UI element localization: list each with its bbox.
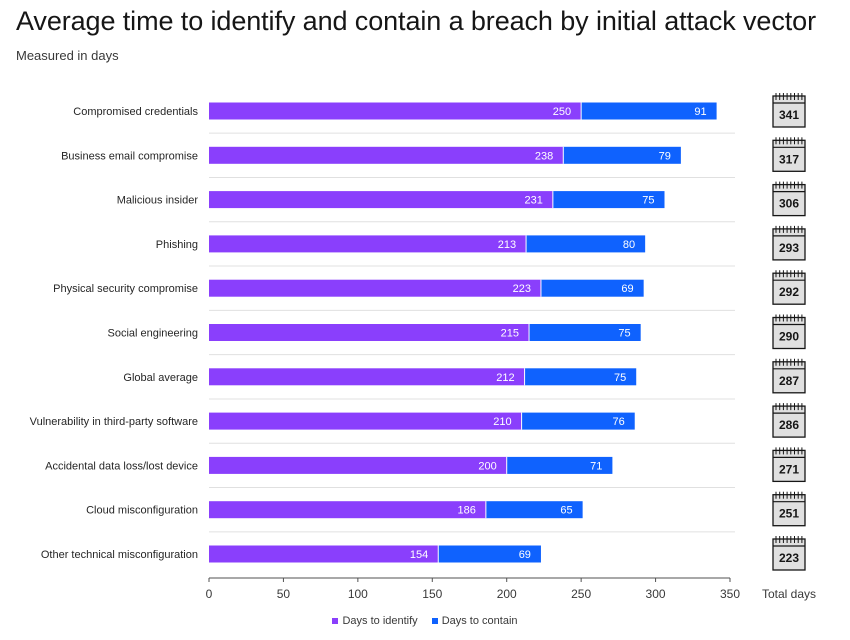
bar-identify (209, 191, 553, 209)
stacked-bar-chart: Compromised credentials 250 91 341 Business … (30, 93, 816, 601)
data-label-identify: 215 (501, 328, 519, 340)
total-value: 341 (779, 108, 799, 122)
total-value: 286 (779, 418, 799, 432)
calendar-icon (772, 491, 806, 527)
x-tick-label: 150 (422, 587, 442, 601)
bar-identify (209, 102, 582, 120)
data-label-contain: 75 (618, 328, 630, 340)
data-label-contain: 76 (612, 416, 624, 428)
totals-column-label: Total days (762, 587, 816, 601)
category-label: Compromised credentials (73, 106, 198, 118)
total-value: 292 (779, 285, 799, 299)
total-value: 293 (779, 241, 799, 255)
calendar-icon (772, 447, 806, 483)
bar-contain (485, 501, 583, 519)
bar-identify (209, 412, 522, 430)
category-label: Accidental data loss/lost device (45, 460, 198, 472)
total-value: 271 (779, 462, 799, 476)
total-value: 306 (779, 197, 799, 211)
data-label-identify: 212 (496, 372, 514, 384)
bar-contain (540, 279, 644, 297)
bar-identify (209, 324, 530, 341)
data-label-contain: 80 (623, 239, 635, 251)
category-label: Social engineering (107, 328, 198, 340)
data-label-contain: 91 (694, 106, 706, 118)
chart-legend: Days to identify Days to contain (0, 615, 850, 627)
x-tick-label: 0 (206, 587, 213, 601)
total-value: 290 (779, 330, 799, 344)
calendar-icon (772, 314, 806, 350)
data-label-contain: 71 (590, 460, 602, 472)
data-label-contain: 79 (659, 150, 671, 162)
legend-swatch-identify (332, 618, 339, 624)
bar-contain (506, 456, 613, 474)
category-label: Phishing (156, 239, 198, 251)
bar-identify (209, 456, 507, 474)
bar-identify (209, 545, 439, 563)
data-label-contain: 69 (621, 283, 633, 295)
bar-contain (552, 191, 665, 209)
data-label-identify: 231 (525, 195, 543, 207)
category-label: Other technical misconfiguration (41, 549, 198, 561)
data-label-contain: 75 (614, 372, 626, 384)
calendar-icon (772, 358, 806, 394)
bar-identify (209, 368, 525, 386)
data-label-contain: 65 (560, 505, 572, 517)
total-value: 317 (779, 152, 799, 166)
chart-title: Average time to identify and contain a b… (16, 6, 816, 36)
data-label-identify: 200 (478, 460, 496, 472)
data-label-identify: 213 (498, 239, 516, 251)
bar-contain (438, 545, 541, 563)
legend-item-contain: Days to contain (431, 615, 518, 627)
legend-item-identify: Days to identify (332, 615, 418, 627)
calendar-icon (772, 93, 806, 128)
bar-contain (581, 102, 717, 120)
bar-contain (526, 235, 646, 253)
category-label: Global average (123, 372, 198, 384)
chart-subtitle: Measured in days (16, 48, 119, 63)
bar-contain (521, 412, 635, 430)
bar-identify (209, 146, 564, 164)
bar-identify (209, 501, 486, 519)
calendar-icon (772, 536, 806, 571)
bar-identify (209, 235, 527, 253)
data-label-identify: 154 (410, 549, 428, 561)
data-label-identify: 210 (493, 416, 511, 428)
category-label: Vulnerability in third-party software (30, 416, 198, 428)
bar-identify (209, 279, 541, 297)
bar-contain (563, 146, 681, 164)
calendar-icon (772, 270, 806, 305)
data-label-contain: 75 (642, 195, 654, 207)
category-label: Physical security compromise (53, 283, 198, 295)
bar-contain (524, 368, 637, 386)
data-label-identify: 223 (513, 283, 531, 295)
bar-contain (529, 324, 641, 341)
total-value: 287 (779, 374, 799, 388)
x-tick-label: 250 (571, 587, 591, 601)
calendar-icon (772, 181, 806, 217)
data-label-identify: 250 (553, 106, 571, 118)
x-tick-label: 350 (720, 587, 740, 601)
category-label: Cloud misconfiguration (86, 505, 198, 517)
category-label: Malicious insider (117, 195, 199, 207)
calendar-icon (772, 137, 806, 172)
data-label-identify: 238 (535, 150, 553, 162)
category-label: Business email compromise (61, 150, 198, 162)
legend-label-contain: Days to contain (441, 615, 518, 627)
data-label-identify: 186 (458, 505, 476, 517)
calendar-icon (772, 225, 806, 261)
legend-swatch-contain (431, 618, 438, 624)
total-value: 251 (779, 507, 799, 521)
total-value: 223 (779, 551, 799, 565)
x-tick-label: 300 (646, 587, 666, 601)
calendar-icon (772, 403, 806, 438)
x-tick-label: 200 (497, 587, 517, 601)
legend-label-identify: Days to identify (342, 615, 418, 627)
data-label-contain: 69 (519, 549, 531, 561)
x-tick-label: 100 (348, 587, 368, 601)
x-tick-label: 50 (277, 587, 291, 601)
